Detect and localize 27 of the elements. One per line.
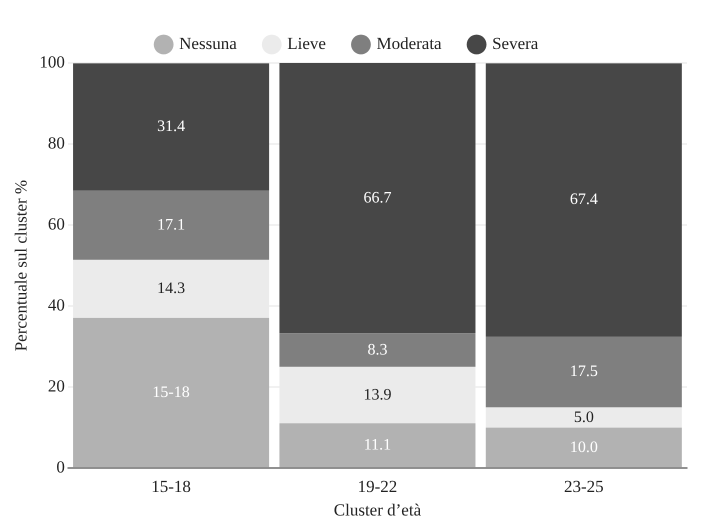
legend-label: Moderata [376, 34, 442, 53]
data-label: 8.3 [367, 341, 388, 358]
data-label: 14.3 [157, 280, 186, 298]
legend-label: Lieve [287, 34, 326, 53]
data-label: 66.7 [363, 189, 392, 206]
y-tick-label: 80 [48, 134, 65, 153]
data-label: 17.1 [157, 216, 186, 234]
data-label: 10.0 [570, 438, 598, 456]
data-label: 67.4 [570, 191, 598, 208]
data-label: 17.5 [570, 363, 598, 380]
y-tick-label: 0 [56, 458, 65, 477]
x-axis-title: Cluster d’età [334, 500, 422, 520]
data-label: 13.9 [363, 386, 392, 404]
y-tick-label: 20 [48, 376, 65, 396]
x-tick-label: 15-18 [151, 476, 191, 496]
x-tick-label: 23-25 [564, 476, 604, 496]
data-label: 31.4 [157, 118, 186, 136]
data-label: 15-18 [152, 384, 190, 401]
x-tick-label: 19-22 [358, 476, 398, 496]
data-label: 11.1 [364, 436, 392, 454]
y-tick-label: 60 [48, 214, 65, 234]
y-tick-label: 40 [48, 296, 65, 315]
legend-label: Severa [492, 34, 539, 53]
legend-label: Nessuna [179, 34, 238, 53]
data-label: 5.0 [574, 408, 594, 426]
y-axis-title: Percentuale sul cluster % [12, 180, 31, 352]
y-tick-label: 100 [39, 52, 65, 72]
